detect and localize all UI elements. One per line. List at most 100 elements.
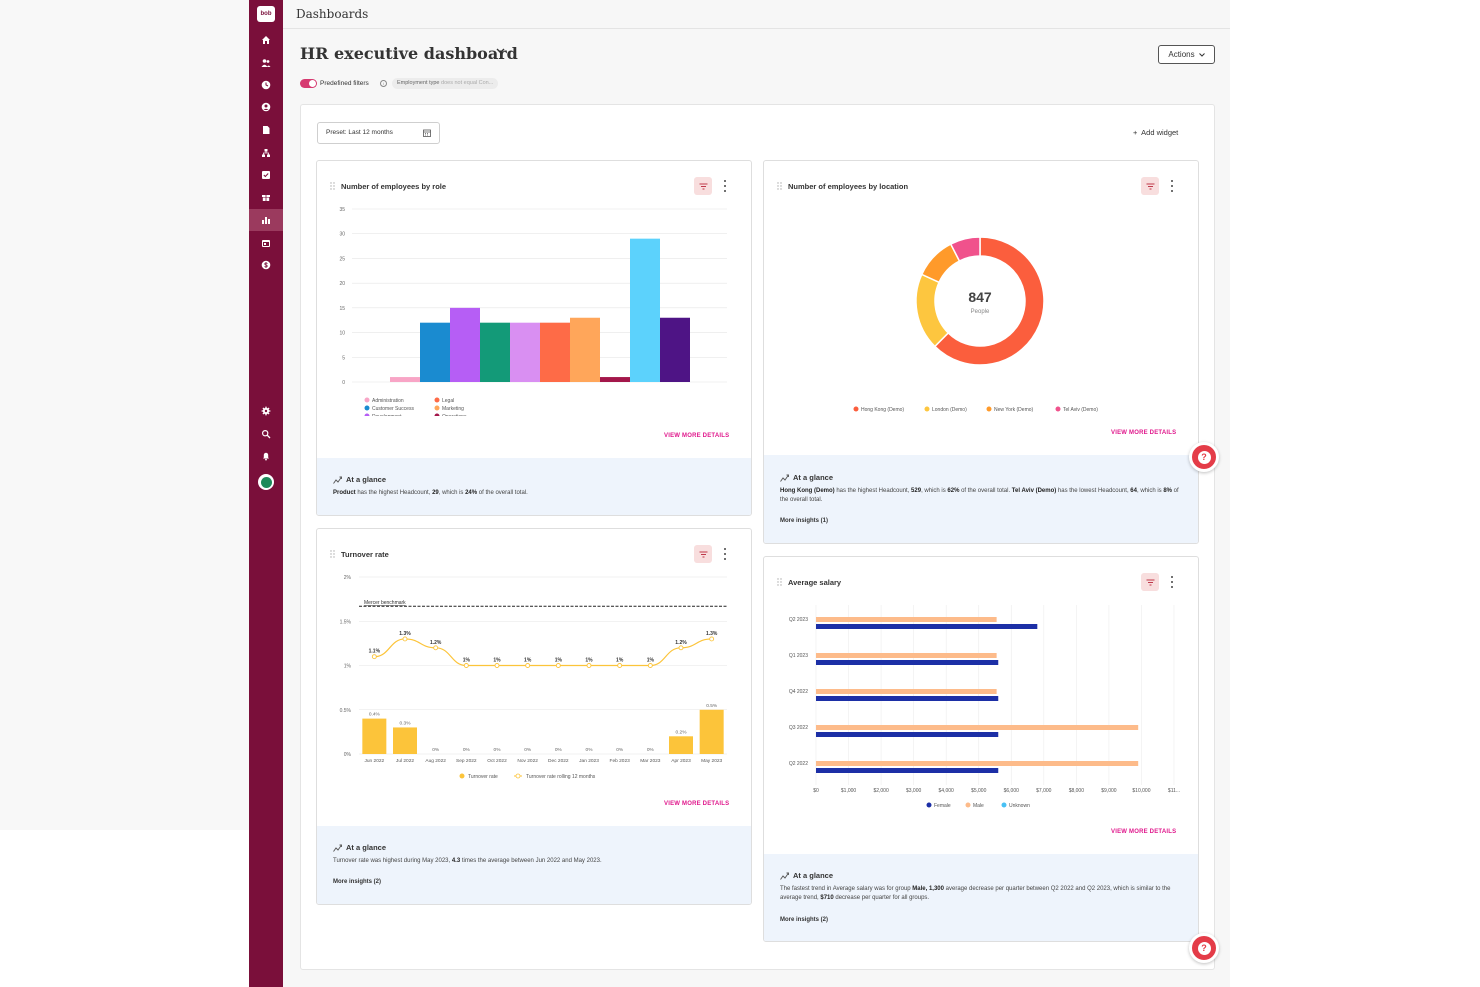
profile-icon[interactable] <box>258 99 274 115</box>
drag-handle-icon[interactable] <box>777 578 782 586</box>
y-tick-label: Q2 2023 <box>789 617 808 623</box>
x-tick-label: Oct 2022 <box>487 758 507 764</box>
salary-bar-male <box>816 761 1139 766</box>
preset-selector[interactable]: Preset: Last 12 months <box>317 122 440 144</box>
calendar-icon[interactable] <box>258 235 274 251</box>
people-icon[interactable] <box>258 55 274 71</box>
rolling-line <box>374 638 712 667</box>
filter-button[interactable] <box>694 177 712 195</box>
avatar[interactable] <box>258 474 274 490</box>
filter-button[interactable] <box>694 545 712 563</box>
drag-handle-icon[interactable] <box>777 182 782 190</box>
more-options-icon[interactable] <box>1169 576 1175 588</box>
legend-label: Operations <box>442 414 467 416</box>
x-tick-label: $6,000 <box>1004 788 1020 794</box>
add-widget-button[interactable]: + Add widget <box>1133 128 1178 137</box>
y-tick-label: 0% <box>344 752 352 758</box>
analytics-icon[interactable] <box>258 212 274 228</box>
at-a-glance-title: At a glance <box>793 871 834 880</box>
y-tick-label: 20 <box>339 281 345 287</box>
x-tick-label: $5,000 <box>971 788 987 794</box>
dollar-icon[interactable] <box>258 257 274 273</box>
view-more-details-link[interactable]: VIEW MORE DETAILS <box>1111 829 1177 835</box>
more-options-icon[interactable] <box>1169 180 1175 192</box>
at-a-glance-title: At a glance <box>346 843 387 852</box>
y-tick-label: 0 <box>342 380 345 386</box>
y-tick-label: 15 <box>339 306 345 312</box>
bell-icon[interactable] <box>258 448 274 464</box>
legend-swatch <box>926 802 932 808</box>
line-value-label: 1% <box>555 658 563 664</box>
gift-icon[interactable] <box>258 189 274 205</box>
salary-bar-female <box>816 660 999 665</box>
legend-swatch <box>364 405 370 411</box>
view-more-details-link[interactable]: VIEW MORE DETAILS <box>664 801 730 807</box>
more-options-icon[interactable] <box>722 548 728 560</box>
legend-swatch <box>1001 802 1007 808</box>
role-bar-chart: 0 5 10 15 20 25 30 35 Administration Customer Suc… <box>339 207 727 416</box>
salary-bar-male <box>816 689 997 694</box>
legend-label: Hong Kong (Demo) <box>861 407 904 413</box>
drag-handle-icon[interactable] <box>330 182 335 190</box>
view-more-details-link[interactable]: VIEW MORE DETAILS <box>664 433 730 439</box>
y-tick-label: 1.5% <box>340 619 352 625</box>
legend-label: Tel Aviv (Demo) <box>1063 407 1098 413</box>
more-insights-link[interactable]: More insights (1) <box>780 518 829 524</box>
turnover-bar <box>669 736 693 754</box>
logo[interactable]: bob <box>257 6 275 22</box>
at-a-glance-section: At a glance Hong Kong (Demo) has the hig… <box>764 455 1198 543</box>
y-tick-label: Q2 2022 <box>789 761 808 767</box>
more-insights-link[interactable]: More insights (2) <box>333 879 382 885</box>
chevron-down-icon[interactable] <box>496 48 505 54</box>
donut-slice <box>949 236 981 262</box>
filter-button[interactable] <box>1141 177 1159 195</box>
breadcrumb[interactable]: Dashboards <box>296 7 369 21</box>
more-options-icon[interactable] <box>722 180 728 192</box>
line-value-label: 1% <box>585 658 593 664</box>
help-button[interactable]: ? <box>1189 442 1219 472</box>
line-value-label: 1% <box>524 658 532 664</box>
info-icon[interactable]: i <box>380 80 387 87</box>
y-tick-label: 35 <box>339 207 345 213</box>
page-title[interactable]: HR executive dashboard <box>300 44 518 63</box>
home-icon[interactable] <box>258 32 274 48</box>
legend-label: Customer Success <box>372 406 414 412</box>
drag-handle-icon[interactable] <box>330 550 335 558</box>
line-point <box>678 645 684 651</box>
predefined-filters-toggle[interactable] <box>300 79 317 88</box>
salary-bar-male <box>816 653 997 658</box>
bar-value-label: 0% <box>616 747 624 753</box>
bar <box>390 377 420 382</box>
x-tick-label: $2,000 <box>873 788 889 794</box>
filter-chip[interactable]: Employment type does not equal Con... <box>392 78 499 89</box>
clock-icon[interactable] <box>258 77 274 93</box>
widget-turnover-rate: Turnover rate 0% 0.5% 1% 1.5% 2% Mercer bench… <box>316 528 752 905</box>
bar <box>570 317 600 382</box>
view-more-details-link[interactable]: VIEW MORE DETAILS <box>1111 430 1177 436</box>
calendar-icon <box>423 129 431 137</box>
at-a-glance-title: At a glance <box>346 475 387 484</box>
checkbox-icon[interactable] <box>258 167 274 183</box>
org-chart-icon[interactable] <box>258 145 274 161</box>
filter-button[interactable] <box>1141 573 1159 591</box>
filter-icon <box>1146 183 1154 189</box>
legend-swatch <box>459 773 465 779</box>
y-tick-label: Q1 2023 <box>789 653 808 659</box>
bar-value-label: 0% <box>647 747 655 753</box>
search-icon[interactable] <box>258 426 274 442</box>
widget-employees-by-location: Number of employees by location 847 Peopl… <box>763 160 1199 544</box>
gear-icon[interactable] <box>258 403 274 419</box>
document-icon[interactable] <box>258 122 274 138</box>
question-icon: ? <box>1197 941 1211 955</box>
actions-button[interactable]: Actions <box>1158 45 1215 64</box>
bar-value-label: 0.5% <box>706 703 718 709</box>
preset-value: Last 12 months <box>348 129 393 136</box>
more-insights-link[interactable]: More insights (2) <box>780 917 829 923</box>
legend-label: Administration <box>372 398 404 404</box>
y-tick-label: Q3 2022 <box>789 725 808 731</box>
line-point <box>433 645 439 651</box>
help-button[interactable]: ? <box>1189 933 1219 963</box>
x-tick-label: $7,000 <box>1036 788 1052 794</box>
line-value-label: 1.1% <box>369 649 381 655</box>
y-tick-label: 2% <box>344 575 352 581</box>
